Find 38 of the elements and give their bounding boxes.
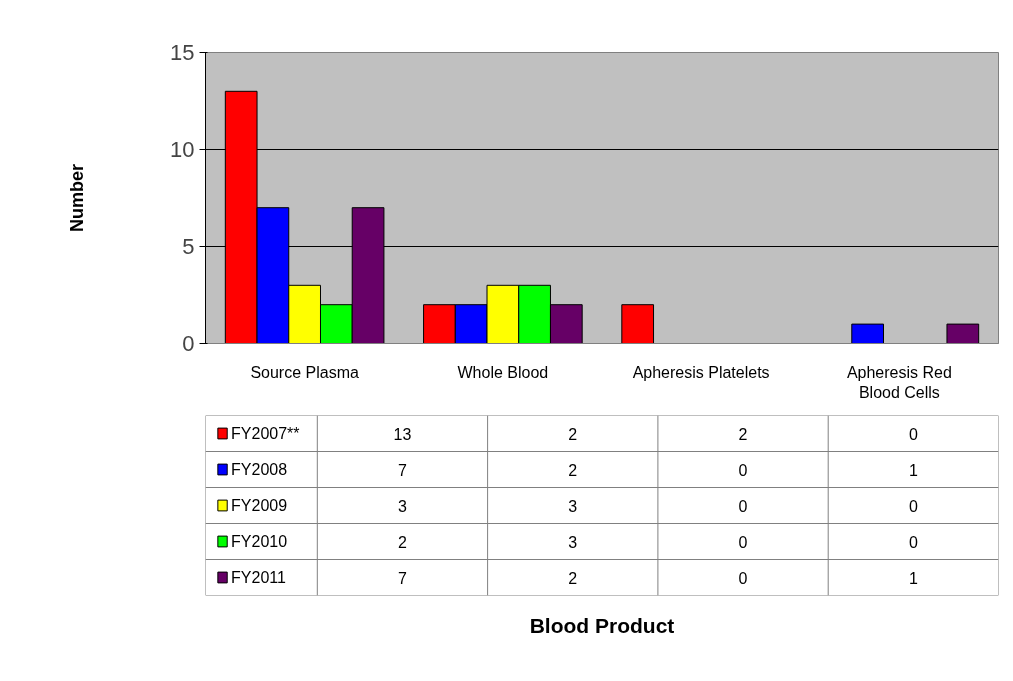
data-label: 0 <box>908 497 918 515</box>
data-label: 0 <box>908 425 918 443</box>
legend-label: FY2008 <box>231 461 288 478</box>
data-label: 0 <box>738 569 748 587</box>
data-label: 2 <box>568 569 578 587</box>
data-label: 0 <box>908 533 918 551</box>
legend-label: FY2011 <box>231 569 286 586</box>
bar <box>851 323 885 344</box>
legend-label: FY2009 <box>231 497 288 514</box>
data-label: 3 <box>568 497 578 515</box>
x-tick-label: Apheresis Red Blood Cells <box>846 363 952 401</box>
y-tick-label: 15 <box>170 40 195 65</box>
legend-label: FY2010 <box>231 533 288 550</box>
data-label: 7 <box>398 569 408 587</box>
text: Blood Product <box>529 613 675 637</box>
data-label: 2 <box>398 533 408 551</box>
data-label: 0 <box>738 533 748 551</box>
x-tick-label: Apheresis Platelets <box>632 363 770 381</box>
data-label: 3 <box>398 497 408 515</box>
bar <box>946 323 980 344</box>
y-axis-title: Number <box>67 163 88 232</box>
data-label: 2 <box>568 461 578 479</box>
bar <box>621 304 655 344</box>
data-label: 1 <box>908 569 918 587</box>
data-label: 2 <box>568 425 578 443</box>
x-tick-label: Whole Blood <box>457 363 549 381</box>
data-label: 0 <box>738 497 748 515</box>
data-label: 0 <box>738 461 748 479</box>
y-tick-label: 5 <box>182 234 195 259</box>
legend-label: FY2007** <box>231 425 300 442</box>
data-label: 13 <box>393 425 412 443</box>
data-label: 3 <box>568 533 578 551</box>
data-label: 2 <box>738 425 748 443</box>
y-tick-label: 0 <box>182 331 195 356</box>
data-label: 7 <box>398 461 408 479</box>
data-label: 1 <box>908 461 918 479</box>
y-tick-label: 10 <box>170 137 195 162</box>
x-tick-label: Source Plasma <box>250 363 359 381</box>
